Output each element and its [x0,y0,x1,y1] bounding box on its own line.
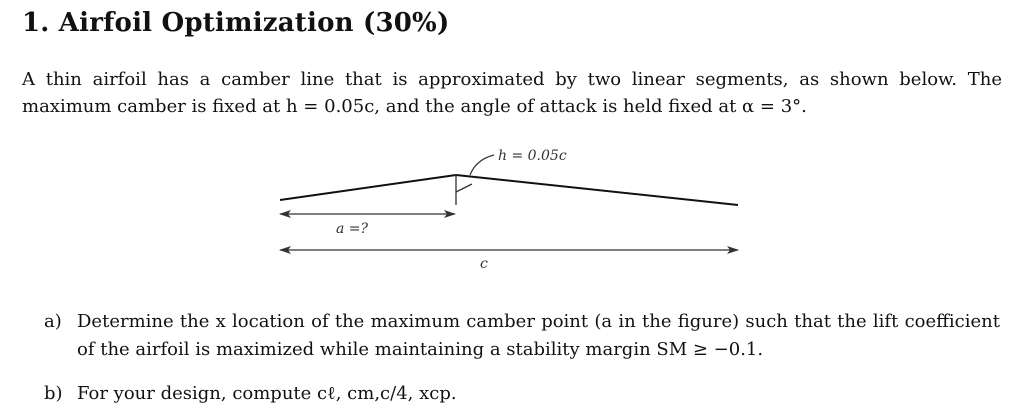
h-leader-line [469,154,495,176]
problem-intro: A thin airfoil has a camber line that is… [22,69,1002,117]
problem-title: 1. Airfoil Optimization (30%) [22,8,450,38]
camber-segment-front [279,174,457,201]
a-label: a =? [336,221,369,237]
max-camber-marker [455,175,473,205]
part-a-label: a) [44,311,62,332]
camber-segment-rear [455,174,739,206]
c-label: c [480,256,488,272]
part-b-label: b) [44,383,63,404]
part-b-text: For your design, compute cℓ, cm,c/4, xcp… [77,383,457,404]
part-a: a) Determine the x location of the maxim… [44,308,1000,364]
h-label: h = 0.05c [498,148,567,164]
part-a-text: Determine the x location of the maximum … [77,311,1000,360]
part-b: b) For your design, compute cℓ, cm,c/4, … [44,380,1000,408]
